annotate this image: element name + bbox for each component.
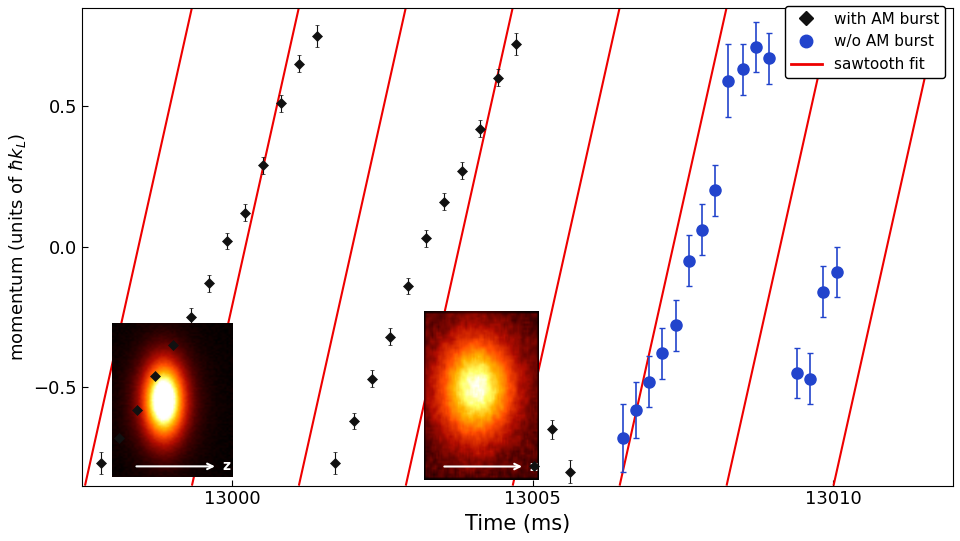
Legend: with AM burst, w/o AM burst, sawtooth fit: with AM burst, w/o AM burst, sawtooth fi…	[785, 6, 946, 78]
X-axis label: Time (ms): Time (ms)	[465, 514, 570, 534]
Y-axis label: momentum (units of $\hbar k_L$): momentum (units of $\hbar k_L$)	[7, 133, 28, 361]
